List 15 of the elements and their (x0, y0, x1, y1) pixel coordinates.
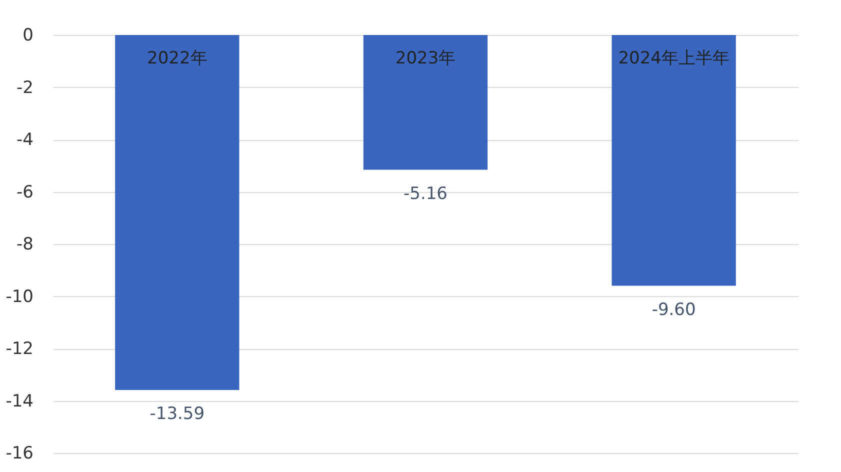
y-tick-label: -4 (16, 130, 34, 150)
y-tick-label: -6 (16, 182, 34, 202)
data-label: -5.16 (404, 184, 448, 204)
y-tick-label: 0 (22, 26, 34, 46)
y-tick-label: -14 (6, 391, 34, 412)
y-tick-label: -10 (6, 286, 34, 307)
x-tick-label: 2023年 (395, 48, 456, 68)
x-tick-label: 2024年上半年 (618, 48, 730, 68)
y-tick-label: -12 (6, 339, 34, 359)
data-label: -13.59 (150, 404, 205, 424)
y-tick-label: -2 (16, 78, 34, 98)
y-tick-label: -8 (16, 234, 34, 254)
y-tick-label: -16 (6, 444, 34, 464)
data-label: -9.60 (652, 300, 696, 320)
x-tick-label: 2022年 (147, 48, 208, 68)
